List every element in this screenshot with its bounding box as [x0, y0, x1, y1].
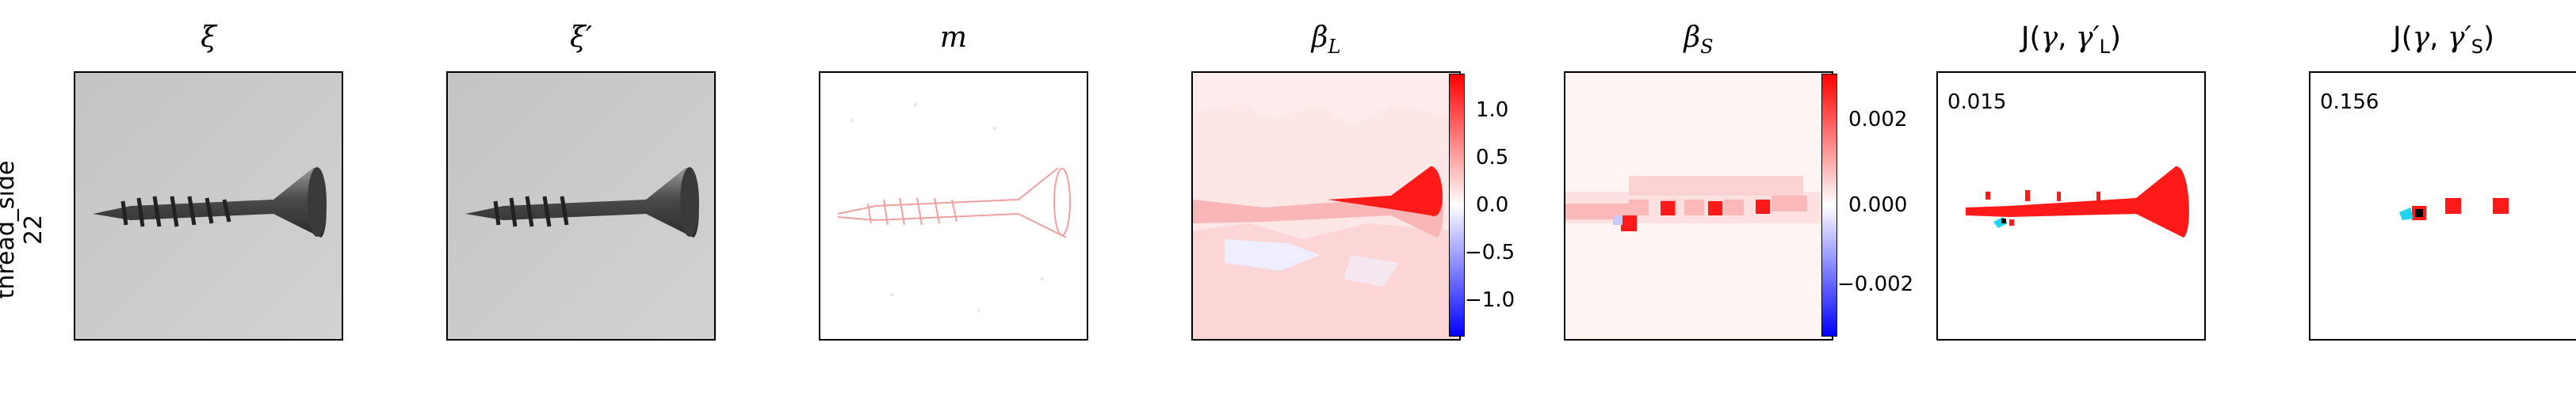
row-label-name: thread_side [0, 160, 20, 299]
j-l-overlay [1966, 166, 2189, 238]
colorbar-l-tick-1: 1.0 [1476, 98, 1509, 122]
screw-image-reconstructed [448, 73, 714, 339]
image-m [819, 71, 1088, 341]
panel-title-xi: ξ [201, 21, 216, 54]
beta-l-map [1193, 73, 1459, 339]
image-beta-s [1564, 71, 1833, 341]
row-label: thread_side 22 [0, 143, 55, 317]
score-j-l: 0.015 [1947, 90, 2007, 114]
colorbar-l [1449, 74, 1465, 337]
score-j-s: 0.156 [2320, 90, 2379, 114]
colorbar-l-tick-5: −1.0 [1465, 288, 1515, 312]
panel-title-beta-s: βS [1684, 21, 1714, 58]
colorbar-s [1821, 74, 1837, 337]
image-j-s: 0.156 [2309, 71, 2576, 341]
image-xi [74, 71, 343, 341]
colorbar-l-tick-2: 0.5 [1476, 146, 1509, 169]
image-beta-l [1191, 71, 1461, 341]
panel-title-beta-l: βL [1311, 21, 1341, 58]
colorbar-l-tick-4: −0.5 [1465, 241, 1515, 265]
mask-map [820, 73, 1087, 339]
colorbar-l-tick-3: 0.0 [1476, 193, 1509, 217]
beta-s-map [1565, 73, 1832, 339]
panel-title-j-l: J(γ, γ′L) [2020, 21, 2122, 58]
colorbar-s-tick-2: 0.000 [1848, 193, 1908, 217]
panel-title-m: m [939, 21, 968, 54]
panel-title-j-s: J(γ, γ′S) [2392, 21, 2495, 58]
colorbar-s-tick-3: −0.002 [1837, 272, 1914, 296]
image-xi-prime [446, 71, 716, 341]
colorbar-s-tick-1: 0.002 [1848, 108, 1908, 131]
image-j-l: 0.015 [1936, 71, 2206, 341]
screw-image-original [75, 73, 342, 339]
row-label-index: 22 [20, 214, 48, 246]
j-s-overlay [2399, 198, 2509, 220]
panel-title-xi-prime: ξ′ [569, 21, 592, 54]
